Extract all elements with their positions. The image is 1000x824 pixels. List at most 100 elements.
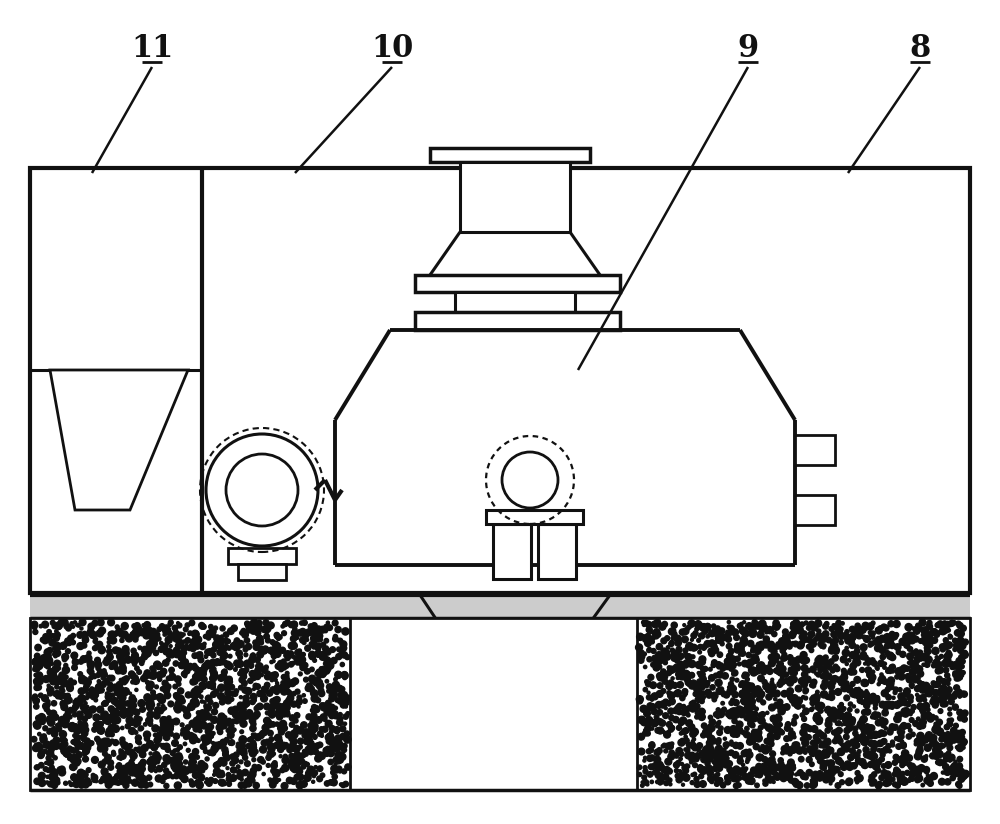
Point bbox=[71, 725, 87, 738]
Point bbox=[217, 748, 233, 761]
Point bbox=[670, 756, 686, 770]
Point bbox=[215, 736, 231, 749]
Point bbox=[771, 700, 787, 714]
Point bbox=[905, 766, 921, 780]
Point bbox=[794, 636, 810, 649]
Point bbox=[706, 638, 722, 651]
Point bbox=[718, 757, 734, 770]
Point bbox=[142, 700, 158, 714]
Point bbox=[111, 708, 127, 721]
Point bbox=[197, 742, 213, 755]
Bar bbox=[538, 524, 576, 579]
Point bbox=[681, 678, 697, 691]
Point bbox=[45, 707, 61, 720]
Point bbox=[786, 698, 802, 711]
Point bbox=[645, 618, 661, 631]
Point bbox=[889, 767, 905, 780]
Point bbox=[72, 772, 88, 785]
Point bbox=[866, 657, 882, 670]
Point bbox=[871, 716, 887, 729]
Point bbox=[335, 698, 351, 711]
Point bbox=[114, 686, 130, 700]
Point bbox=[933, 747, 949, 761]
Point bbox=[813, 770, 829, 783]
Point bbox=[816, 669, 832, 682]
Point bbox=[195, 765, 211, 778]
Point bbox=[160, 754, 176, 767]
Point bbox=[858, 687, 874, 700]
Point bbox=[836, 710, 852, 723]
Point bbox=[116, 761, 132, 775]
Point bbox=[884, 628, 900, 641]
Point bbox=[737, 657, 753, 670]
Point bbox=[903, 708, 919, 721]
Point bbox=[783, 756, 799, 769]
Point bbox=[202, 720, 218, 733]
Point bbox=[836, 702, 852, 715]
Point bbox=[895, 738, 911, 751]
Point bbox=[678, 764, 694, 777]
Point bbox=[208, 638, 224, 651]
Point bbox=[329, 694, 345, 707]
Point bbox=[910, 766, 926, 780]
Point bbox=[158, 620, 174, 634]
Point bbox=[111, 625, 127, 638]
Point bbox=[170, 779, 186, 792]
Point bbox=[324, 722, 340, 735]
Point bbox=[632, 695, 648, 708]
Point bbox=[220, 680, 236, 693]
Point bbox=[833, 630, 849, 644]
Point bbox=[859, 725, 875, 738]
Point bbox=[847, 688, 863, 701]
Point bbox=[755, 708, 771, 721]
Point bbox=[195, 707, 211, 720]
Point bbox=[187, 670, 203, 683]
Point bbox=[222, 649, 238, 662]
Point bbox=[879, 647, 895, 660]
Point bbox=[316, 710, 332, 723]
Point bbox=[42, 724, 58, 737]
Point bbox=[685, 735, 701, 748]
Point bbox=[739, 658, 755, 672]
Point bbox=[212, 716, 228, 729]
Point bbox=[49, 677, 65, 691]
Point bbox=[640, 630, 656, 643]
Point bbox=[249, 625, 265, 639]
Point bbox=[635, 630, 651, 644]
Point bbox=[114, 746, 130, 759]
Point bbox=[882, 676, 898, 689]
Point bbox=[897, 694, 913, 707]
Point bbox=[701, 748, 717, 761]
Point bbox=[117, 620, 133, 633]
Point bbox=[179, 664, 195, 677]
Point bbox=[196, 637, 212, 650]
Point bbox=[806, 665, 822, 678]
Point bbox=[215, 655, 231, 668]
Point bbox=[236, 707, 252, 720]
Point bbox=[669, 764, 685, 777]
Point bbox=[712, 760, 728, 773]
Point bbox=[58, 671, 74, 684]
Point bbox=[135, 757, 151, 770]
Point bbox=[695, 765, 711, 778]
Point bbox=[717, 670, 733, 683]
Point bbox=[284, 750, 300, 763]
Point bbox=[670, 632, 686, 645]
Point bbox=[780, 742, 796, 755]
Point bbox=[751, 730, 767, 743]
Point bbox=[754, 762, 770, 775]
Point bbox=[832, 734, 848, 747]
Bar bbox=[238, 564, 286, 580]
Point bbox=[732, 620, 748, 633]
Point bbox=[766, 627, 782, 640]
Point bbox=[902, 631, 918, 644]
Point bbox=[652, 653, 668, 666]
Point bbox=[706, 656, 722, 669]
Point bbox=[743, 775, 759, 788]
Point bbox=[913, 652, 929, 665]
Point bbox=[300, 641, 316, 654]
Point bbox=[705, 734, 721, 747]
Point bbox=[808, 766, 824, 780]
Point bbox=[71, 619, 87, 632]
Point bbox=[744, 700, 760, 713]
